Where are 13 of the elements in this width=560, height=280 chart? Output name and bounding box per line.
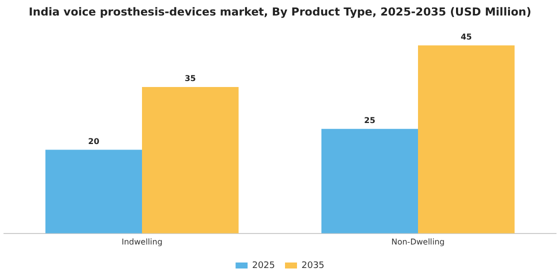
data-label: 25 xyxy=(364,116,376,125)
legend-label: 2035 xyxy=(302,260,324,271)
data-label: 35 xyxy=(184,74,196,84)
bar xyxy=(418,45,515,234)
data-label: 45 xyxy=(460,32,472,42)
data-label: 20 xyxy=(88,136,100,146)
bar xyxy=(321,128,418,234)
bar xyxy=(142,87,239,234)
x-tick-label: Non-Dwelling xyxy=(391,237,445,246)
bar xyxy=(45,150,142,234)
legend-label: 2025 xyxy=(252,260,275,271)
x-tick-label: Indwelling xyxy=(122,237,162,246)
chart-title: India voice prosthesis-devices market, By Product Type, 2025-2035 (USD Million) xyxy=(28,5,532,18)
